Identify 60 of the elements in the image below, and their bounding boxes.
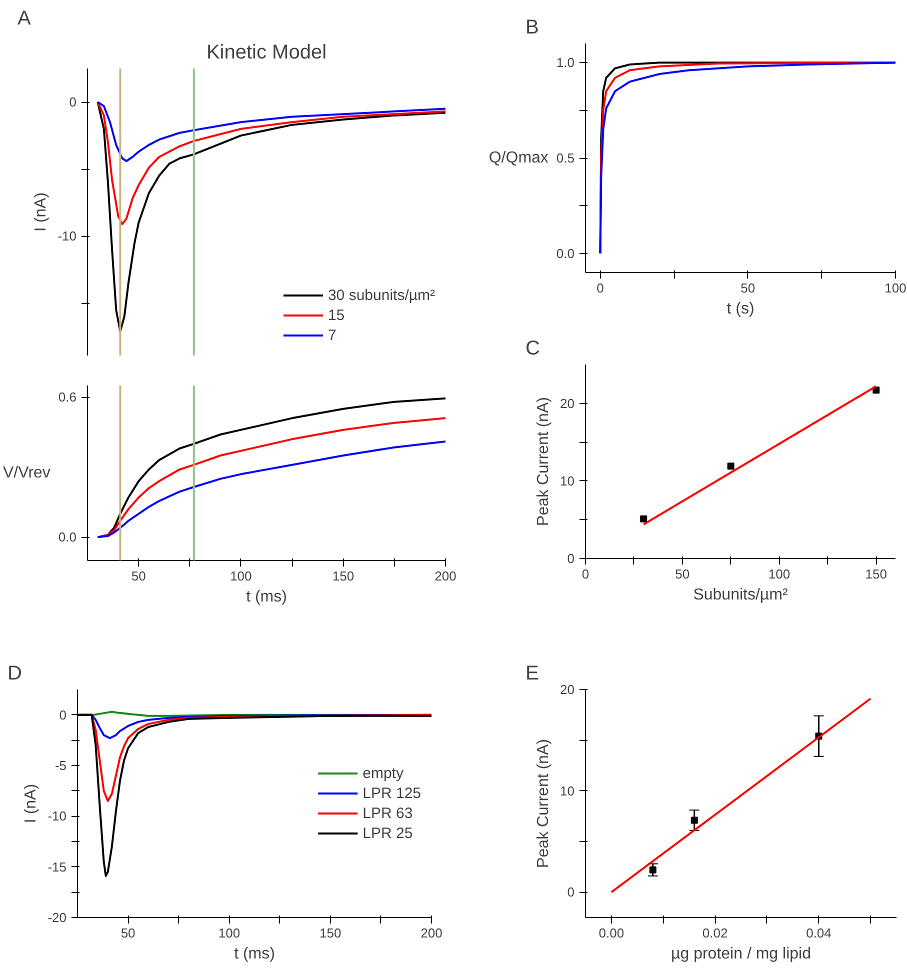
y-axis-title: I (nA) — [32, 192, 50, 232]
x-axis-title: t (s) — [726, 300, 754, 318]
text: E — [526, 662, 539, 684]
legend-label: LPR 125 — [362, 784, 421, 802]
y-axis-title: I (nA) — [22, 784, 40, 824]
y-tick-label: -15 — [48, 859, 67, 874]
legend-label: 30 subunits/µm² — [328, 286, 435, 304]
x-tick-label: 150 — [320, 926, 342, 940]
x-axis-title: t (ms) — [246, 588, 287, 606]
text: B — [526, 16, 539, 38]
x-tick-label: 0 — [582, 566, 590, 582]
legend-label: 15 — [328, 306, 346, 324]
y-axis-title: Q/Qmax — [488, 150, 548, 166]
y-tick-label: 20 — [560, 682, 575, 697]
text: C — [526, 338, 540, 360]
legend-label: LPR 63 — [362, 804, 413, 822]
y-tick-label: 0 — [59, 707, 67, 722]
y-axis-title: V/Vrev — [3, 464, 50, 482]
x-tick-label: 200 — [434, 568, 456, 584]
x-tick-label: 50 — [740, 280, 756, 296]
x-tick-label: 0 — [596, 280, 604, 296]
y-tick-label: 10 — [560, 473, 575, 488]
y-tick-label: 0 — [567, 551, 575, 566]
y-tick-label: -10 — [48, 808, 67, 824]
y-tick-label: 0.0 — [58, 530, 77, 545]
y-tick-label: -5 — [54, 758, 67, 773]
x-tick-label: 200 — [420, 926, 442, 940]
x-tick-label: 150 — [332, 568, 354, 584]
x-axis-title: µg protein / mg lipid — [671, 946, 811, 962]
x-axis-title: t (ms) — [234, 946, 275, 962]
legend-label: 7 — [328, 326, 338, 344]
x-tick-label: 0.04 — [806, 926, 832, 940]
x-tick-label: 100 — [218, 926, 240, 940]
y-tick-label: -10 — [58, 228, 77, 244]
y-tick-label: 0.6 — [58, 390, 77, 405]
x-tick-label: 100 — [230, 568, 252, 584]
x-axis-title: Subunits/µm² — [693, 586, 788, 604]
x-tick-label: 50 — [131, 568, 146, 584]
text: A — [18, 8, 32, 30]
x-tick-label: 150 — [865, 566, 887, 582]
x-tick-label: 0.02 — [702, 926, 728, 940]
y-tick-label: -20 — [48, 910, 67, 925]
x-tick-label: 100 — [768, 566, 790, 582]
y-tick-label: 20 — [560, 396, 575, 411]
x-tick-label: 0.00 — [598, 926, 624, 940]
text: D — [8, 662, 22, 684]
x-tick-label: 50 — [120, 926, 136, 940]
y-tick-label: 10 — [560, 783, 575, 798]
y-tick-label: 0 — [69, 94, 77, 110]
legend-label: LPR 25 — [362, 824, 413, 842]
x-tick-label: 50 — [675, 566, 690, 582]
chart-title: Kinetic Model — [206, 42, 327, 64]
x-tick-label: 100 — [884, 280, 906, 296]
legend-label: empty — [362, 764, 404, 782]
y-axis-title: Peak Current (nA) — [535, 739, 552, 868]
y-tick-label: 0 — [567, 884, 575, 900]
y-axis-title: Peak Current (nA) — [535, 397, 552, 526]
y-tick-label: 0.5 — [556, 150, 575, 166]
y-tick-label: 0.0 — [556, 246, 575, 261]
y-tick-label: 1.0 — [556, 55, 575, 70]
